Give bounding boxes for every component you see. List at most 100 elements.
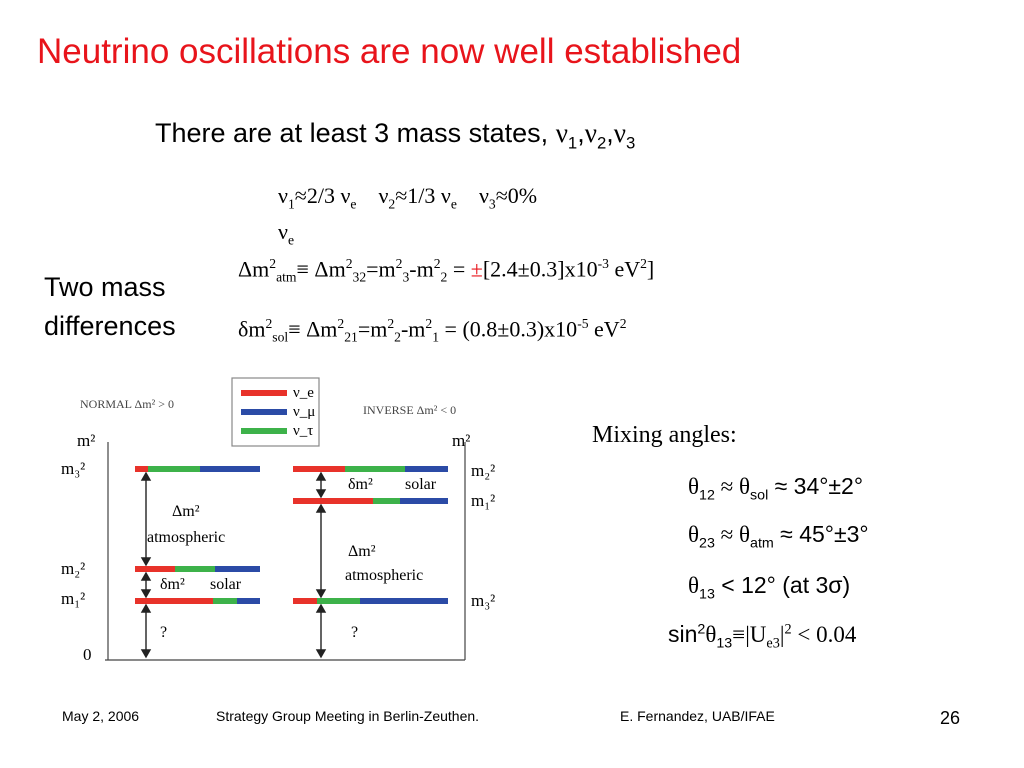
eq-sup: 2 xyxy=(337,316,345,331)
equation-atm: Δm2atm≡ Δm232=m23-m22 = ±[2.4±0.3]x10-3 … xyxy=(238,256,654,286)
arrowhead xyxy=(140,603,152,613)
eq-sub: 32 xyxy=(352,269,367,285)
subscript: 12 xyxy=(699,487,715,504)
subscript: 1 xyxy=(567,133,578,153)
footer-date: May 2, 2006 xyxy=(62,708,140,724)
subscript: 2 xyxy=(388,196,396,212)
eq-value: [2.4±0.3]x10 xyxy=(482,256,598,282)
subscript: 13 xyxy=(716,635,733,652)
arrowhead xyxy=(140,471,152,481)
eq-sup: 2 xyxy=(619,316,627,331)
delta-small-normal: δm² xyxy=(160,576,185,593)
ue3-part: ≡|U xyxy=(732,622,767,647)
nu-symbol: ν xyxy=(613,118,626,148)
legend-label-nu-tau: ν_τ xyxy=(293,423,313,439)
left-m2-label: m₂² xyxy=(61,559,85,578)
eq-value: = (0.8±0.3)x10 xyxy=(439,316,578,342)
eq-sub: 2 xyxy=(440,269,448,285)
delta-m2-inverse: Δm² xyxy=(348,543,376,560)
subscript: 13 xyxy=(699,586,715,603)
subscript: 2 xyxy=(596,133,607,153)
right-m2-label: m₂² xyxy=(471,461,495,480)
eq-sup: -5 xyxy=(577,316,589,331)
footer-meeting: Strategy Group Meeting in Berlin-Zeuthen… xyxy=(216,708,480,724)
arrowhead xyxy=(140,649,152,659)
mixing-value: ≈ 45°±3° xyxy=(773,521,869,547)
page-number: 26 xyxy=(940,708,961,728)
mixing-value: < 12° (at 3σ) xyxy=(714,572,851,598)
sin2-theta13-row: sin2θ13≡|Ue3|2 < 0.04 xyxy=(668,621,856,653)
label-line: Two mass xyxy=(44,272,166,302)
slide-title: Neutrino oscillations are now well estab… xyxy=(37,32,742,71)
theta-symbol: θ xyxy=(705,622,717,647)
footer-author: E. Fernandez, UAB/IFAE xyxy=(620,708,775,724)
superscript: 2 xyxy=(784,621,792,638)
right-m1-label: m₁² xyxy=(471,491,495,510)
arrowhead xyxy=(315,503,327,513)
label-line: differences xyxy=(44,311,176,341)
eq-sup: 2 xyxy=(265,316,273,331)
arrows xyxy=(140,471,327,659)
eq-sup: 2 xyxy=(433,256,441,271)
solar-normal: solar xyxy=(210,576,242,593)
atmospheric-inverse: atmospheric xyxy=(345,567,423,584)
eq-sub: 2 xyxy=(394,329,401,345)
subtitle: There are at least 3 mass states, ν1,ν2,… xyxy=(155,118,635,153)
question-inverse: ? xyxy=(351,624,358,641)
subscript: 23 xyxy=(699,535,715,552)
eq-sup: 2 xyxy=(387,316,395,331)
question-normal: ? xyxy=(160,624,167,641)
theta-symbol: θ xyxy=(688,573,700,598)
comma: , xyxy=(577,118,585,148)
eq-part: ≡ Δm xyxy=(296,256,346,282)
right-axis-m2: m² xyxy=(452,431,470,450)
delta-small-inverse: δm² xyxy=(348,476,373,493)
sin-text: sin xyxy=(668,621,698,647)
left-m3-label: m₃² xyxy=(61,459,85,478)
legend-label-nu-e: ν_e xyxy=(293,385,314,401)
eq-part: δm xyxy=(238,316,266,342)
right-m3-label: m₃² xyxy=(471,591,495,610)
arrowhead xyxy=(315,471,327,481)
subscript: 3 xyxy=(488,196,496,212)
eq-sub: sol xyxy=(272,329,289,345)
sin-value: < 0.04 xyxy=(791,622,857,647)
eq-part: ] xyxy=(646,256,655,282)
arrowhead xyxy=(315,489,327,499)
theta-symbol: θ xyxy=(688,474,700,499)
subscript: e xyxy=(287,232,295,248)
subscript: 1 xyxy=(287,196,295,212)
eq-sub: atm xyxy=(276,269,297,285)
superscript: 2 xyxy=(697,621,706,638)
subscript: atm xyxy=(750,535,774,552)
eq-part: -m xyxy=(400,316,426,342)
eq-sup: 2 xyxy=(640,256,647,271)
legend-label-nu-mu: ν_μ xyxy=(293,404,315,420)
theta-symbol: θ xyxy=(688,522,700,547)
eq-part: eV xyxy=(608,256,641,282)
equation-sol: δm2sol≡ Δm221=m22-m21 = (0.8±0.3)x10-5 e… xyxy=(238,316,627,346)
mixing-title: Mixing angles: xyxy=(592,422,737,448)
eq-sup: 2 xyxy=(395,256,403,271)
eq-part: eV xyxy=(588,316,620,342)
nu-symbol: ν xyxy=(440,183,451,208)
eq-sub: 21 xyxy=(344,329,358,345)
nu-symbol: ν xyxy=(378,183,389,208)
approx-part: ≈ θ xyxy=(714,522,751,547)
subscript: sol xyxy=(750,487,769,504)
eq-sup: 2 xyxy=(425,316,433,331)
subscript: e3 xyxy=(766,635,780,652)
arrowhead xyxy=(315,603,327,613)
arrowhead xyxy=(140,571,152,581)
mixing-row-12: θ12 ≈ θsol ≈ 34°±2° xyxy=(688,473,863,504)
eq-sup: -3 xyxy=(597,256,609,271)
atmospheric-normal: atmospheric xyxy=(147,529,225,546)
bar-part: | xyxy=(779,622,785,647)
subscript: e xyxy=(350,196,357,212)
nu2-fraction: ≈1/3 xyxy=(395,183,436,208)
eq-sup: 2 xyxy=(269,256,277,271)
mixing-value: ≈ 34°±2° xyxy=(768,473,864,499)
eq-part: ≡ Δm xyxy=(288,316,338,342)
inverse-label: INVERSE Δm² < 0 xyxy=(363,403,456,417)
zero-label: 0 xyxy=(83,645,92,664)
